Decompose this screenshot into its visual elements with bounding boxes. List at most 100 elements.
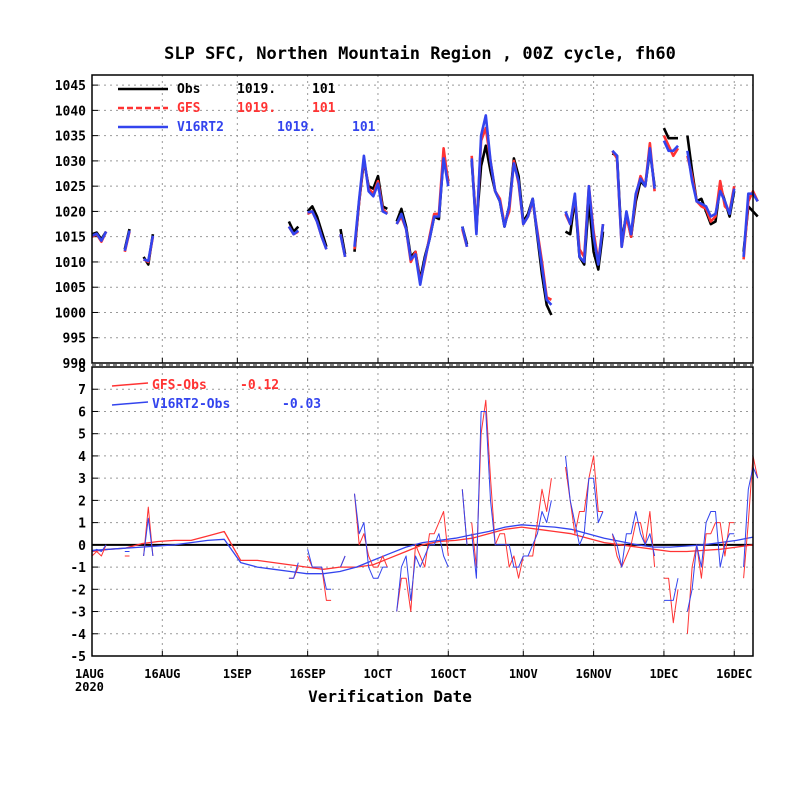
- diff-line-gfs: [611, 511, 656, 568]
- series-line-v16: [143, 235, 155, 263]
- bottom-y-tick-label: 6: [78, 405, 86, 420]
- top-y-tick-label: 1045: [55, 79, 86, 94]
- x-tick-label: 16SEP: [290, 667, 326, 681]
- x-tick-labels: 1AUG 16AUG 1SEP 16SEP 1OCT 16OCT 1NOV 16NOV 1DEC…: [75, 667, 752, 681]
- bottom-y-tick-label: 5: [78, 428, 86, 443]
- series-line-v16: [287, 225, 300, 236]
- diff-line-v16: [288, 562, 299, 579]
- diff-line-v16: [743, 466, 759, 568]
- diff-line-v16: [340, 555, 346, 568]
- legend-swatch-v16-obs: [111, 401, 149, 406]
- bottom-panel-grid: [91, 366, 753, 657]
- bottom-y-tick-label: -2: [70, 583, 86, 598]
- x-tick-label: 16NOV: [576, 667, 612, 681]
- series-line-obs: [306, 205, 328, 248]
- series-line-v16: [564, 184, 605, 266]
- diff-line-v16: [307, 549, 332, 590]
- diff-line-v16: [686, 511, 735, 612]
- top-legend: Obs 1019. 101 GFS 1019. 101 V16RT2 1019.…: [118, 82, 376, 135]
- x-axis-label: Verification Date: [308, 687, 472, 706]
- top-y-tick-label: 1010: [55, 256, 86, 271]
- legend-label-obs: Obs: [177, 82, 200, 97]
- diff-line-v16: [663, 578, 679, 601]
- series-line-v16: [470, 114, 553, 306]
- bottom-y-tick-label: 4: [78, 450, 86, 465]
- bottom-y-tick-label: 3: [78, 472, 86, 487]
- bottom-y-tick-label: -1: [70, 561, 86, 576]
- diff-line-v16: [471, 411, 552, 579]
- legend-label-v16: V16RT2: [177, 120, 224, 135]
- running-mean-v16: [91, 524, 754, 575]
- top-y-tick-label: 990: [63, 357, 87, 372]
- series-line-v16: [339, 233, 347, 258]
- x-tick-label: 16DEC: [716, 667, 752, 681]
- bottom-y-tick-label: 2: [78, 494, 86, 509]
- diff-line-v16: [396, 533, 449, 612]
- top-y-tick-labels: 990 995 1000 1005 1010 1015 1020 1025 1030 1035 10…: [55, 79, 86, 372]
- diff-line-gfs: [91, 544, 107, 557]
- bottom-panel-frame: [91, 366, 754, 657]
- series-line-v16: [123, 230, 131, 252]
- legend-stat-gfs-obs: -0.12: [240, 378, 279, 393]
- x-tick-label: 1SEP: [223, 667, 252, 681]
- diff-line-gfs: [471, 399, 552, 579]
- running-mean-gfs: [91, 526, 754, 570]
- series-line-v16: [742, 192, 759, 257]
- diff-line-gfs: [354, 493, 388, 568]
- series-line-v16: [353, 154, 388, 247]
- legend-label-v16-obs: V16RT2-Obs: [152, 397, 230, 412]
- top-panel-series: [91, 114, 759, 316]
- top-y-tick-label: 1005: [55, 281, 86, 296]
- top-y-tick-label: 1025: [55, 180, 86, 195]
- top-y-tick-label: 1000: [55, 306, 86, 321]
- diff-line-v16: [354, 493, 388, 579]
- x-tick-label: 16OCT: [430, 667, 466, 681]
- legend-stat2-obs: 101: [312, 82, 336, 97]
- top-y-tick-label: 1015: [55, 231, 86, 246]
- series-line-obs: [287, 220, 300, 233]
- bottom-y-tick-label: -5: [70, 650, 86, 665]
- chart-title: SLP SFC, Northen Mountain Region , 00Z c…: [164, 44, 676, 64]
- diff-line-gfs: [686, 522, 735, 634]
- legend-stat-v16-obs: -0.03: [282, 397, 321, 412]
- series-line-v16: [686, 150, 736, 218]
- top-y-tick-label: 1035: [55, 130, 86, 145]
- bottom-panel-series: [91, 399, 759, 634]
- legend-label-gfs: GFS: [177, 101, 201, 116]
- legend-swatch-gfs-obs: [111, 382, 149, 387]
- series-line-v16: [395, 157, 450, 287]
- series-line-v16: [662, 140, 679, 153]
- series-line-obs: [662, 127, 678, 140]
- top-y-tick-label: 995: [63, 332, 86, 347]
- bottom-legend: GFS-Obs -0.12 V16RT2-Obs -0.03: [111, 378, 321, 412]
- diff-line-gfs: [743, 455, 759, 579]
- bottom-y-tick-label: 0: [78, 539, 86, 554]
- series-line-v16: [307, 210, 328, 250]
- series-line-v16: [611, 147, 656, 249]
- x-tick-label: 16AUG: [144, 667, 180, 681]
- series-line-v16: [461, 226, 469, 248]
- diff-line-gfs: [565, 455, 603, 535]
- top-y-tick-label: 1020: [55, 205, 86, 220]
- top-panel-frame: [91, 74, 754, 364]
- top-y-tick-label: 1030: [55, 155, 86, 170]
- x-tick-label: 1AUG: [75, 667, 104, 681]
- legend-stat1-v16: 1019.: [277, 120, 316, 135]
- legend-stat2-v16: 101: [352, 120, 376, 135]
- x-tick-label: 1OCT: [364, 667, 393, 681]
- bottom-y-tick-labels: -5 -4 -3 -2 -1 0 1 2 3 4 5 6 7 8: [70, 361, 86, 665]
- bottom-y-tick-label: 8: [78, 361, 86, 376]
- bottom-y-tick-label: -3: [70, 606, 86, 621]
- legend-stat1-gfs: 1019.: [237, 101, 276, 116]
- x-tick-label: 1DEC: [649, 667, 678, 681]
- top-y-tick-label: 1040: [55, 104, 86, 119]
- legend-stat1-obs: 1019.: [237, 82, 276, 97]
- top-panel-grid: [91, 75, 753, 366]
- bottom-y-tick-label: 7: [78, 383, 86, 398]
- diff-line-v16: [565, 455, 604, 546]
- legend-stat2-gfs: 101: [312, 101, 336, 116]
- diff-line-v16: [611, 511, 656, 568]
- bottom-y-tick-label: -4: [70, 628, 86, 643]
